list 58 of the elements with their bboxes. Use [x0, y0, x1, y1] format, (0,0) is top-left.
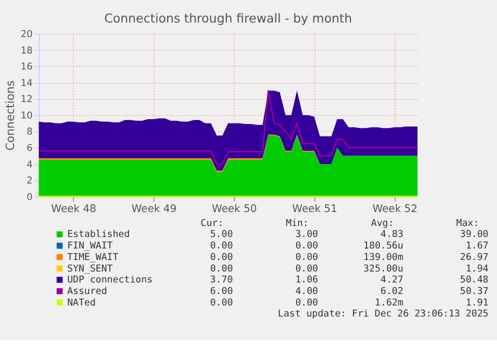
text: 4.00 [295, 286, 318, 298]
y-tick-label: 4 [26, 159, 33, 170]
y-tick-label: 20 [20, 28, 33, 40]
text: Max: [456, 218, 480, 229]
legend-label: FIN_WAIT [67, 240, 114, 252]
text: 0.00 [210, 263, 234, 274]
y-tick-label: 0 [26, 192, 33, 203]
text: 1.67 [466, 240, 488, 252]
text: 0.00 [295, 240, 318, 252]
text: 3.70 [210, 274, 234, 286]
legend-label: Assured [67, 286, 108, 298]
text: Avg: [371, 218, 394, 229]
text: 26.97 [460, 252, 488, 263]
text: Cur: [200, 218, 224, 229]
y-tick-label: 12 [20, 94, 33, 106]
x-tick-label: Week 49 [132, 203, 177, 216]
text: Last update: Fri Dec 26 23:06:13 2025 [278, 308, 488, 320]
text: 0.00 [295, 263, 318, 274]
text: 0.00 [210, 240, 234, 252]
chart-title: Connections through firewall - by month [104, 11, 352, 26]
y-tick-label: 6 [26, 142, 33, 154]
y-tick-label: 8 [26, 126, 33, 138]
text: 1.62m [374, 297, 404, 308]
text: 5.00 [210, 229, 234, 240]
legend-label: TIME_WAIT [67, 252, 119, 263]
text: 0.00 [210, 252, 234, 263]
legend-label: SYN_SENT [67, 263, 114, 274]
y-tick-label: 18 [20, 45, 33, 56]
text: 6.00 [210, 286, 234, 298]
legend-label: Established [67, 229, 130, 240]
legend-label: NATed [67, 297, 96, 308]
text: 4.27 [380, 274, 404, 286]
text: 4.83 [380, 229, 404, 240]
y-tick-label: 2 [26, 176, 33, 187]
text: 1.91 [466, 297, 489, 308]
text: 39.00 [460, 229, 489, 240]
text: 50.37 [460, 286, 488, 298]
text: 180.56u [363, 240, 404, 252]
text: 50.48 [460, 274, 489, 286]
text: 3.00 [295, 229, 318, 240]
x-tick-label: Week 48 [51, 203, 96, 216]
text: 139.00m [363, 252, 404, 263]
x-tick-label: Week 50 [212, 203, 257, 216]
text: Min: [286, 218, 309, 229]
text: 6.02 [380, 286, 404, 298]
x-tick-label: Week 52 [372, 203, 418, 216]
text: 1.06 [295, 274, 318, 286]
text: 0.00 [295, 252, 318, 263]
text: 1.94 [466, 263, 489, 274]
y-axis-title: Connections [2, 80, 17, 151]
legend-label: UDP connections [67, 274, 153, 286]
y-tick-label: 10 [20, 110, 33, 122]
y-tick-label: 14 [20, 78, 33, 89]
text: 0.00 [210, 297, 234, 308]
text: 0.00 [295, 297, 318, 308]
x-tick-label: Week 51 [292, 203, 338, 216]
text: 325.00u [363, 263, 404, 274]
y-tick-label: 16 [20, 62, 33, 73]
